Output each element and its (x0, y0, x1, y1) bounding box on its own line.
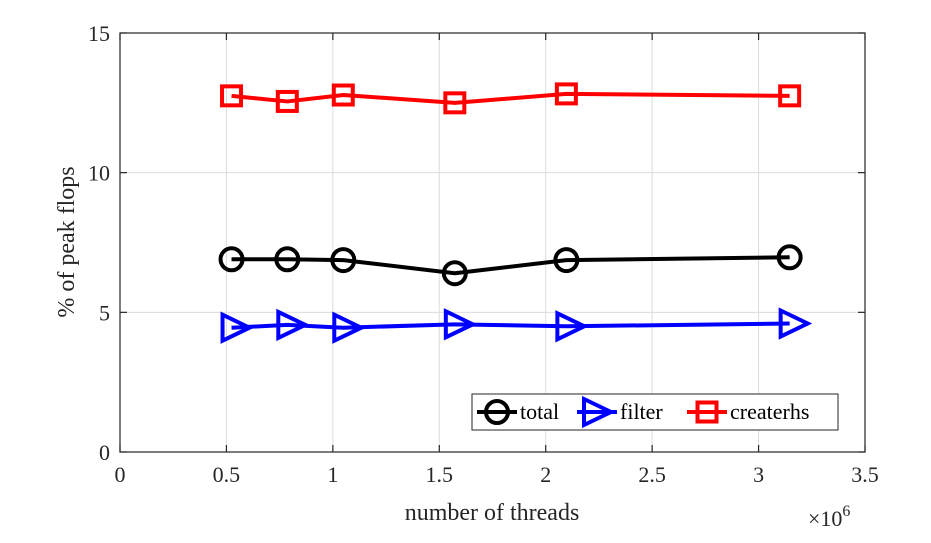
data-point-filter (555, 310, 589, 343)
data-point-createrhs (220, 84, 244, 108)
legend-label-filter: filter (620, 399, 663, 424)
y-tick-label: 15 (88, 21, 110, 46)
legend-label-createrhs: createrhs (730, 399, 809, 424)
legend-marker-filter (582, 395, 616, 429)
x-tick-label: 0 (115, 462, 126, 487)
data-point-createrhs (275, 89, 299, 113)
data-point-filter (443, 308, 478, 341)
data-point-filter (332, 311, 366, 344)
data-point-total (553, 247, 580, 274)
legend-marker-total (484, 399, 510, 425)
legend-label-total: total (520, 399, 559, 424)
plot-frame (119, 32, 866, 453)
y-tick-label: 0 (99, 440, 110, 465)
data-point-total (218, 246, 245, 273)
legend-entry-createrhs: createrhs (687, 399, 809, 424)
data-point-createrhs (554, 82, 578, 106)
legend-marker-createrhs (695, 400, 719, 424)
data-point-total (274, 246, 301, 273)
data-point-total (330, 247, 357, 274)
x-tick-label: 0.5 (213, 462, 241, 487)
x-tick-label: 1 (327, 462, 338, 487)
data-point-createrhs (443, 91, 467, 115)
y-tick-label: 5 (99, 300, 110, 325)
y-axis: 0 5 10 15 (88, 21, 865, 465)
data-point-total (441, 260, 468, 287)
x-tick-label: 2 (540, 462, 551, 487)
data-point-total (776, 244, 803, 271)
data-point-createrhs (331, 83, 355, 107)
data-point-filter (276, 308, 310, 342)
data-point-filter (778, 307, 813, 340)
y-axis-label: % of peak flops (54, 166, 80, 317)
x-axis-multiplier: ×106 (808, 503, 850, 531)
x-tick-label: 2.5 (638, 462, 666, 487)
x-axis-label: number of threads (405, 500, 580, 526)
data-point-filter (220, 311, 255, 344)
series-createrhs (220, 82, 802, 115)
legend: total filter createrhs (471, 393, 839, 431)
x-axis: 0 0.5 1 1.5 2 2.5 3 3.5 (115, 33, 879, 487)
x-tick-label: 1.5 (426, 462, 454, 487)
data-point-createrhs (778, 84, 802, 108)
x-tick-label: 3.5 (851, 462, 879, 487)
series-layer (218, 82, 813, 344)
grid (120, 33, 865, 452)
series-total (218, 244, 803, 287)
y-tick-label: 10 (88, 161, 110, 186)
x-tick-label: 3 (753, 462, 764, 487)
legend-entry-total: total (477, 399, 559, 425)
series-filter (220, 307, 813, 344)
plot-area (120, 33, 865, 452)
legend-box (471, 393, 839, 431)
legend-entry-filter: filter (577, 395, 663, 429)
